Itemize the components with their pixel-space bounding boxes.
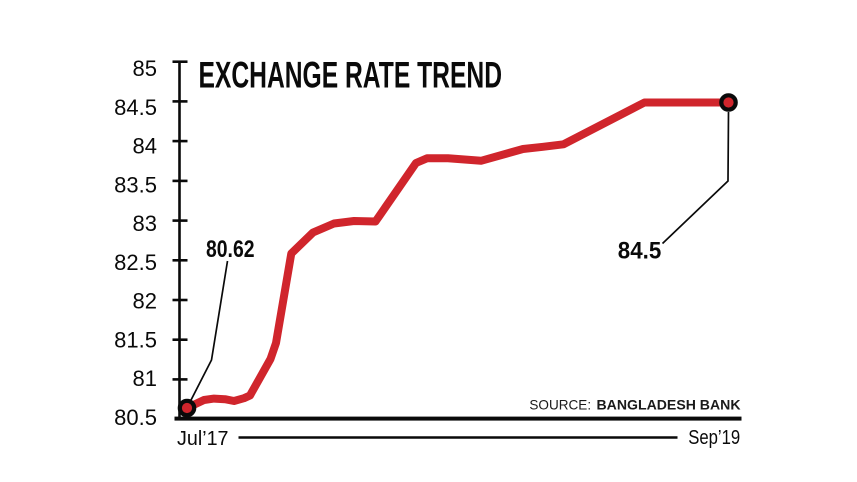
svg-text:82: 82 <box>133 289 157 314</box>
svg-text:80.62: 80.62 <box>206 236 255 263</box>
svg-text:BANGLADESH BANK: BANGLADESH BANK <box>597 397 741 413</box>
svg-text:SOURCE:: SOURCE: <box>529 397 591 413</box>
svg-text:Jul’17: Jul’17 <box>177 428 229 450</box>
svg-text:Sep’19: Sep’19 <box>688 427 740 449</box>
svg-text:81: 81 <box>133 366 157 391</box>
svg-text:80.5: 80.5 <box>114 405 157 430</box>
svg-text:82.5: 82.5 <box>114 250 157 275</box>
svg-text:84: 84 <box>133 134 157 159</box>
svg-text:84.5: 84.5 <box>618 238 662 265</box>
svg-text:84.5: 84.5 <box>114 95 157 120</box>
svg-text:81.5: 81.5 <box>114 327 157 352</box>
svg-text:83: 83 <box>133 211 157 236</box>
svg-text:83.5: 83.5 <box>114 172 157 197</box>
svg-text:85: 85 <box>133 56 157 81</box>
svg-text:EXCHANGE RATE TREND: EXCHANGE RATE TREND <box>199 53 503 95</box>
